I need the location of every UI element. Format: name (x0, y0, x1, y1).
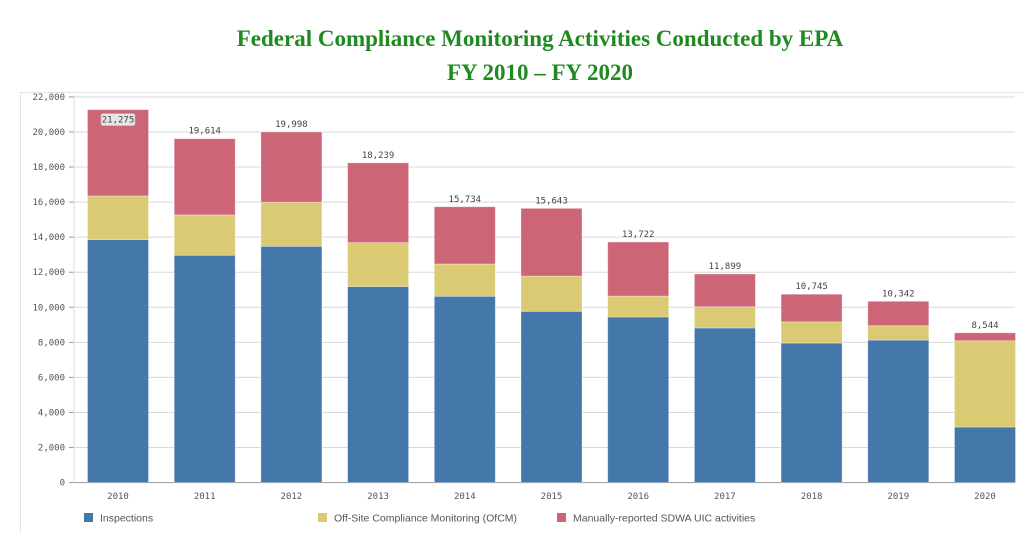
chart-title-line2: FY 2010 – FY 2020 (446, 60, 634, 85)
total-label: 10,342 (882, 289, 915, 299)
bar-segment-inspections-2011 (173, 254, 236, 483)
bar-segment-manually-reported-sdwa-uic-activities-2014 (433, 206, 496, 265)
total-label: 19,614 (188, 127, 221, 137)
bar-segment-off-site-compliance-monitoring-ofcm--2018 (780, 321, 843, 344)
legend-swatch (318, 513, 327, 522)
bar-segment-inspections-2017 (694, 327, 756, 483)
legend-label: Inspections (100, 513, 153, 525)
legend-swatch (557, 513, 566, 522)
x-tick-label: 2014 (454, 492, 476, 502)
x-tick-label: 2020 (974, 492, 996, 502)
x-tick-label: 2018 (801, 492, 823, 502)
legend-swatch (84, 513, 93, 522)
x-tick-label: 2011 (194, 492, 216, 502)
total-label: 13,722 (622, 230, 655, 240)
y-tick-label: 0 (60, 479, 65, 489)
bar-segment-inspections-2012 (260, 245, 323, 483)
x-tick-label: 2015 (541, 492, 563, 502)
bar-segment-off-site-compliance-monitoring-ofcm--2020 (954, 340, 1016, 428)
bar-segment-manually-reported-sdwa-uic-activities-2015 (520, 207, 583, 277)
y-tick-label: 6,000 (38, 373, 65, 383)
bar-segment-manually-reported-sdwa-uic-activities-2013 (347, 162, 410, 243)
y-tick-label: 18,000 (32, 163, 65, 173)
total-label: 21,275 (102, 116, 135, 126)
y-tick-label: 12,000 (32, 268, 65, 278)
total-label: 8,544 (971, 321, 998, 331)
bar-segment-inspections-2010 (87, 239, 149, 483)
bar-segment-manually-reported-sdwa-uic-activities-2016 (607, 241, 670, 297)
bar-segment-inspections-2013 (347, 286, 410, 483)
bar-segment-manually-reported-sdwa-uic-activities-2012 (260, 131, 323, 203)
bar-segment-manually-reported-sdwa-uic-activities-2020 (954, 332, 1016, 342)
bar-segment-inspections-2020 (954, 426, 1016, 484)
bar-segment-off-site-compliance-monitoring-ofcm--2015 (520, 275, 583, 312)
x-tick-label: 2017 (714, 492, 736, 502)
bar-segment-manually-reported-sdwa-uic-activities-2019 (867, 300, 930, 327)
bar-segment-off-site-compliance-monitoring-ofcm--2014 (433, 263, 496, 297)
total-label: 18,239 (362, 151, 395, 161)
y-tick-label: 10,000 (32, 303, 65, 313)
bar-segment-manually-reported-sdwa-uic-activities-2011 (173, 138, 236, 216)
bar-segment-inspections-2016 (607, 316, 670, 483)
total-label: 11,899 (709, 262, 742, 272)
x-tick-label: 2016 (627, 492, 649, 502)
total-label: 19,998 (275, 120, 308, 130)
y-tick-label: 14,000 (32, 233, 65, 243)
chart-title-line1: Federal Compliance Monitoring Activities… (236, 26, 844, 51)
y-tick-label: 8,000 (38, 338, 65, 348)
x-tick-label: 2012 (281, 492, 303, 502)
y-tick-label: 20,000 (32, 128, 65, 138)
bar-segment-off-site-compliance-monitoring-ofcm--2016 (607, 295, 670, 318)
y-tick-label: 2,000 (38, 444, 65, 454)
legend-label: Off-Site Compliance Monitoring (OfCM) (334, 513, 517, 525)
bar-segment-off-site-compliance-monitoring-ofcm--2011 (173, 214, 236, 256)
total-label: 15,734 (449, 195, 482, 205)
bar-segment-inspections-2014 (433, 295, 496, 484)
chart-frame (20, 92, 1024, 533)
bar-segment-inspections-2015 (520, 310, 583, 484)
bar-segment-inspections-2019 (867, 339, 930, 483)
x-tick-label: 2013 (367, 492, 389, 502)
y-tick-label: 22,000 (32, 93, 65, 103)
bar-segment-off-site-compliance-monitoring-ofcm--2017 (694, 306, 756, 329)
bar-segment-off-site-compliance-monitoring-ofcm--2013 (347, 242, 410, 287)
bar-segment-inspections-2018 (780, 342, 843, 483)
y-tick-label: 16,000 (32, 198, 65, 208)
bar-segment-off-site-compliance-monitoring-ofcm--2010 (87, 195, 149, 241)
x-tick-label: 2010 (107, 492, 129, 502)
total-label: 10,745 (795, 282, 828, 292)
bar-segment-off-site-compliance-monitoring-ofcm--2019 (867, 325, 930, 341)
y-tick-label: 4,000 (38, 408, 65, 418)
x-tick-label: 2019 (887, 492, 909, 502)
total-label-highlight (100, 113, 136, 126)
legend-label: Manually-reported SDWA UIC activities (573, 513, 755, 525)
bar-segment-manually-reported-sdwa-uic-activities-2018 (780, 293, 843, 323)
total-label: 15,643 (535, 196, 568, 206)
bar-segment-manually-reported-sdwa-uic-activities-2017 (694, 273, 756, 308)
bar-segment-off-site-compliance-monitoring-ofcm--2012 (260, 201, 323, 247)
